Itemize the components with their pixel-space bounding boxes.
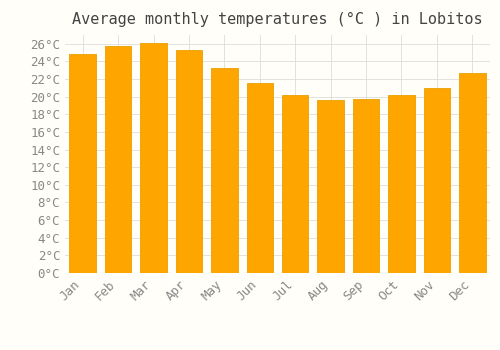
Bar	[318, 100, 344, 273]
Bar	[246, 84, 273, 273]
Bar	[388, 95, 414, 273]
Bar	[176, 50, 202, 273]
Bar	[424, 88, 450, 273]
Bar	[459, 73, 485, 273]
Title: Average monthly temperatures (°C ) in Lobitos: Average monthly temperatures (°C ) in Lo…	[72, 12, 483, 27]
Bar	[140, 43, 167, 273]
Bar	[282, 95, 308, 273]
Bar	[105, 46, 132, 273]
Bar	[70, 54, 96, 273]
Bar	[211, 68, 238, 273]
Bar	[353, 99, 380, 273]
